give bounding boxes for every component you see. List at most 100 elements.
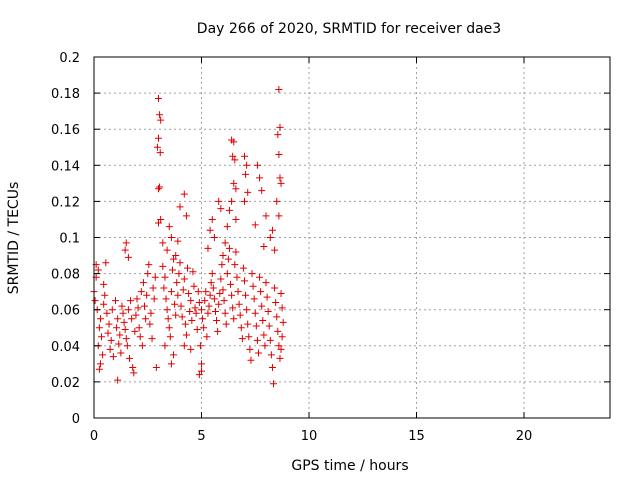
data-point [207,279,215,287]
data-point [127,297,135,305]
data-point [249,282,257,290]
data-point [264,308,272,316]
data-point [168,266,176,274]
data-point [250,295,258,303]
data-point [223,223,231,231]
data-point [147,309,155,317]
data-point [176,259,184,267]
x-tick-label: 0 [90,429,98,444]
data-point [164,315,172,323]
data-point [260,243,268,251]
data-point [274,131,282,139]
data-point [157,116,165,124]
data-point [155,185,162,193]
data-point [241,197,248,205]
data-point [163,306,171,314]
data-point [195,371,203,379]
data-point [225,206,233,214]
data-point [203,333,211,341]
data-point [198,306,205,314]
data-point [263,293,271,301]
data-point [214,327,222,335]
data-point [99,351,107,359]
data-point [118,302,126,310]
data-point [150,295,158,303]
data-point [231,156,239,164]
data-point [95,324,103,332]
data-point [206,291,214,299]
data-point [222,320,230,328]
data-point [167,360,175,368]
data-point [100,280,108,288]
data-point [184,264,192,272]
data-point [275,212,283,220]
data-point [124,253,132,261]
data-point [171,300,179,308]
data-point [217,205,225,213]
data-point [120,318,128,326]
data-point [236,311,244,319]
data-point [175,270,183,278]
data-point [190,282,198,290]
data-point [155,134,162,142]
data-point [256,273,264,281]
data-point [161,273,169,281]
data-point [129,363,137,371]
data-points [90,85,287,388]
data-point [163,246,171,254]
data-point [229,304,237,312]
y-tick-label: 0 [72,412,80,427]
data-point [251,221,259,229]
data-point [232,248,240,256]
data-point [242,291,250,299]
y-tick-label: 0.2 [59,51,80,66]
y-tick-label: 0.04 [51,340,80,355]
data-point [178,313,186,321]
data-point [142,315,150,323]
data-point [100,300,108,308]
data-point [172,311,180,319]
data-point [271,246,279,254]
data-point [262,279,270,287]
data-point [181,320,189,328]
data-point [115,340,123,348]
data-point [247,356,255,364]
data-point [155,95,162,103]
data-point [220,297,228,305]
y-tick-label: 0.1 [59,232,80,247]
data-point [209,284,217,292]
data-point [258,187,266,195]
data-point [228,197,236,205]
data-point [122,335,130,343]
data-point [231,261,239,269]
data-point [130,369,138,377]
data-point [108,306,116,314]
data-point [275,85,283,93]
data-point [131,327,139,335]
data-point [153,143,161,151]
data-point [275,150,283,158]
data-point [187,297,195,305]
data-point [278,304,286,312]
data-point [210,234,218,241]
data-point [261,342,269,350]
data-point [274,327,282,335]
data-point [101,291,109,299]
data-point [276,123,284,131]
data-point [174,291,182,299]
data-point [233,273,241,281]
y-tick-label: 0.08 [51,268,80,283]
data-point [94,266,102,274]
data-point [105,320,113,328]
data-point [225,244,233,252]
data-point [268,363,276,371]
y-tick-label: 0.12 [51,195,80,210]
data-point [202,288,210,296]
data-point [125,354,133,362]
data-point [200,324,208,332]
data-point [257,288,265,296]
y-tick-label: 0.02 [51,376,80,391]
data-point [196,342,204,350]
data-point [159,239,167,247]
